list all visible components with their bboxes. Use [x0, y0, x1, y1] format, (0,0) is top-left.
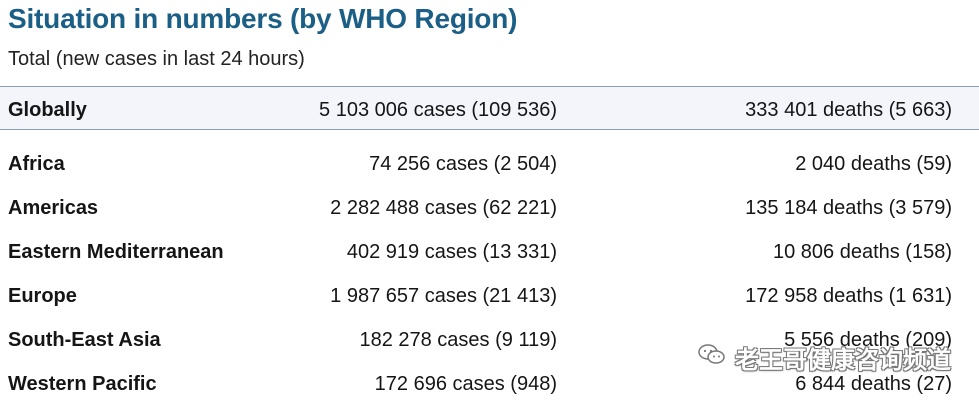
cases-value: 182 278 cases (9 119) [359, 329, 557, 351]
page-subtitle: Total (new cases in last 24 hours) [8, 48, 305, 70]
region-label: Western Pacific [8, 373, 157, 395]
table-row: Europe 1 987 657 cases (21 413) 172 958 … [0, 279, 979, 315]
region-label: Africa [8, 153, 65, 175]
deaths-value: 2 040 deaths (59) [795, 153, 952, 175]
cases-value: 172 696 cases (948) [374, 373, 557, 395]
cases-value: 74 256 cases (2 504) [369, 153, 557, 175]
table-row: Eastern Mediterranean 402 919 cases (13 … [0, 235, 979, 271]
deaths-value: 172 958 deaths (1 631) [745, 285, 952, 307]
deaths-value: 5 556 deaths (209) [784, 329, 952, 351]
table-row: South-East Asia 182 278 cases (9 119) 5 … [0, 323, 979, 359]
region-label: Europe [8, 285, 77, 307]
watermark-text: 老王哥健康咨询频道 [735, 346, 951, 374]
table-row: Americas 2 282 488 cases (62 221) 135 18… [0, 191, 979, 227]
table-row: Africa 74 256 cases (2 504) 2 040 deaths… [0, 147, 979, 183]
deaths-value: 135 184 deaths (3 579) [745, 197, 952, 219]
region-label-global: Globally [8, 99, 87, 121]
region-label: South-East Asia [8, 329, 161, 351]
global-row-band [0, 86, 979, 130]
cases-value: 2 282 488 cases (62 221) [330, 197, 557, 219]
cases-value-global: 5 103 006 cases (109 536) [319, 99, 557, 121]
watermark: 老王哥健康咨询频道 [697, 337, 977, 377]
table-row: Western Pacific 172 696 cases (948) 6 84… [0, 367, 979, 401]
deaths-value-global: 333 401 deaths (5 663) [745, 99, 952, 121]
table-row-global: Globally 5 103 006 cases (109 536) 333 4… [0, 93, 979, 129]
page-title: Situation in numbers (by WHO Region) [8, 3, 518, 34]
wechat-icon [697, 342, 727, 373]
region-label: Eastern Mediterranean [8, 241, 224, 263]
cases-value: 1 987 657 cases (21 413) [330, 285, 557, 307]
region-label: Americas [8, 197, 99, 219]
deaths-value: 6 844 deaths (27) [795, 373, 952, 395]
cases-value: 402 919 cases (13 331) [346, 241, 557, 263]
deaths-value: 10 806 deaths (158) [772, 241, 952, 263]
